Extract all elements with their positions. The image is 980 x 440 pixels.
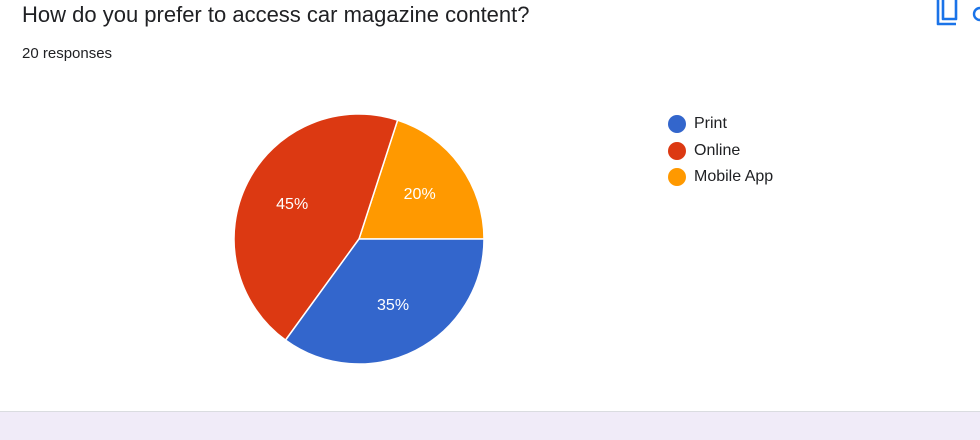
legend-item-mobile-app[interactable]: Mobile App xyxy=(668,164,773,191)
slice-label-print: 35% xyxy=(377,297,409,314)
slice-label-mobile-app: 20% xyxy=(404,186,436,203)
legend-item-print[interactable]: Print xyxy=(668,111,773,138)
response-count: 20 responses xyxy=(22,45,113,62)
copy-chart-button[interactable] xyxy=(926,0,960,32)
pie-chart: 20% 45% 35% xyxy=(233,113,485,365)
pie-slice-online[interactable] xyxy=(233,113,399,342)
card-divider xyxy=(0,411,980,412)
chart-legend: Print Online Mobile App xyxy=(668,111,773,191)
copy-chart-icon xyxy=(936,0,958,26)
pie-slice-mobile-app[interactable] xyxy=(357,119,485,240)
legend-swatch xyxy=(668,115,686,134)
legend-label: Print xyxy=(694,115,727,133)
slice-label-online: 45% xyxy=(276,196,308,213)
legend-swatch xyxy=(668,141,686,160)
legend-swatch xyxy=(668,168,686,187)
more-options-button[interactable] xyxy=(966,0,980,32)
pie-slice-print[interactable] xyxy=(284,238,485,365)
footer-band xyxy=(0,412,980,440)
legend-label: Mobile App xyxy=(694,168,774,186)
question-title: How do you prefer to access car magazine… xyxy=(22,2,530,27)
legend-item-online[interactable]: Online xyxy=(668,138,773,165)
more-options-icon xyxy=(972,6,980,22)
question-card: How do you prefer to access car magazine… xyxy=(22,0,980,365)
legend-label: Online xyxy=(694,141,741,159)
